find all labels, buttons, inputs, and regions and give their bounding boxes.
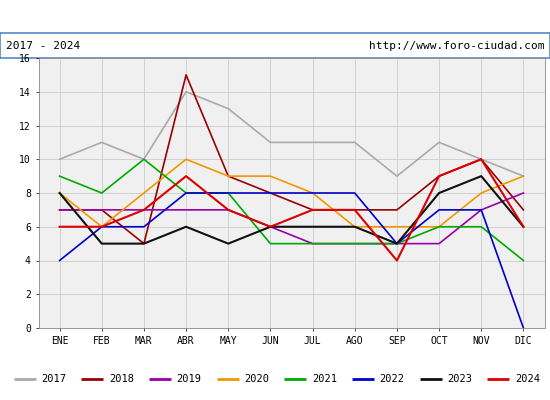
- Text: http://www.foro-ciudad.com: http://www.foro-ciudad.com: [369, 41, 544, 51]
- Text: 2023: 2023: [447, 374, 472, 384]
- Text: Evolucion del paro registrado en Arabayona de Mógica: Evolucion del paro registrado en Arabayo…: [80, 10, 470, 23]
- Text: 2017: 2017: [41, 374, 66, 384]
- Text: 2021: 2021: [312, 374, 337, 384]
- Text: 2020: 2020: [244, 374, 269, 384]
- Text: 2018: 2018: [109, 374, 134, 384]
- Text: 2022: 2022: [379, 374, 404, 384]
- Text: 2019: 2019: [177, 374, 201, 384]
- Text: 2024: 2024: [515, 374, 540, 384]
- Text: 2017 - 2024: 2017 - 2024: [6, 41, 80, 51]
